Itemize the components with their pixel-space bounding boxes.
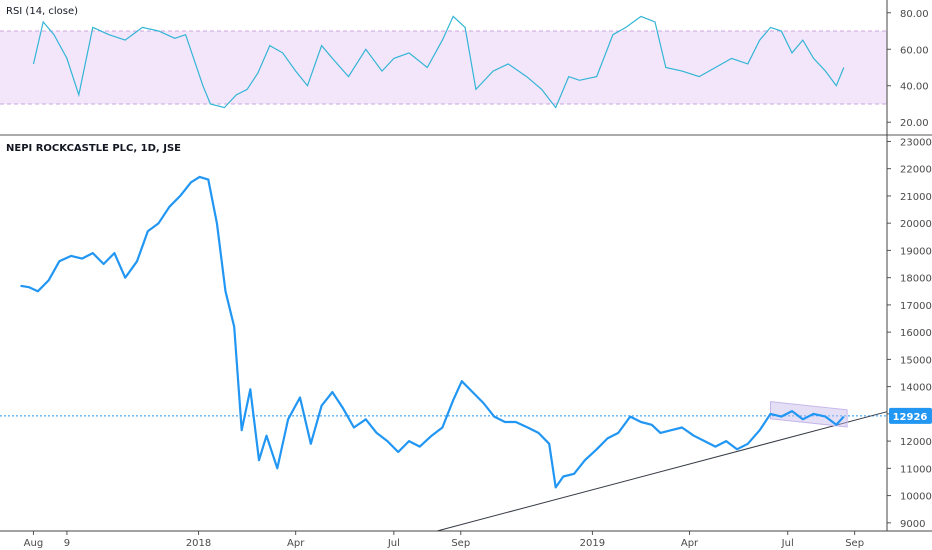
last-price-marker: 12926 — [889, 407, 932, 424]
rsi-y-axis[interactable]: 80.00 60.00 40.00 20.00 — [887, 9, 929, 129]
price-y-axis[interactable]: 23000 22000 21000 20000 19000 18000 17000 16000… — [887, 137, 932, 530]
price-panel-title: NEPI ROCKCASTLE PLC, 1D, JSE — [6, 143, 181, 154]
x-tick-label: 9 — [64, 538, 70, 549]
x-tick-label: 2018 — [186, 538, 211, 549]
price-y-tick-label: 11000 — [900, 464, 932, 475]
price-y-tick-label: 10000 — [900, 492, 932, 503]
rsi-series-line — [32, 15, 845, 109]
price-y-tick-label: 22000 — [900, 165, 932, 176]
x-tick-label: Sep — [845, 538, 864, 549]
x-tick-label: 2019 — [580, 538, 605, 549]
price-y-tick-label: 23000 — [900, 137, 932, 148]
x-tick-label: Apr — [681, 538, 699, 549]
rsi-y-tick-label: 20.00 — [900, 118, 929, 129]
x-tick-label: Sep — [451, 538, 470, 549]
x-tick-label: Aug — [24, 538, 44, 549]
rsi-panel-title: RSI (14, close) — [6, 6, 78, 17]
price-y-tick-label: 16000 — [900, 328, 932, 339]
x-tick-label: Jul — [781, 538, 794, 549]
price-y-tick-label: 19000 — [900, 246, 932, 257]
price-y-tick-label: 18000 — [900, 274, 932, 285]
time-x-axis[interactable]: Aug 9 2018 Apr Jul Sep 2019 Apr Jul Sep — [24, 531, 864, 549]
rsi-line-group — [32, 15, 845, 109]
price-y-tick-label: 15000 — [900, 355, 932, 366]
rsi-y-tick-label: 80.00 — [900, 9, 929, 20]
price-y-tick-label: 9000 — [900, 519, 925, 530]
price-series-line — [20, 175, 845, 489]
last-price-label: 12926 — [893, 412, 928, 423]
price-line-group — [0, 175, 888, 532]
price-y-tick-label: 20000 — [900, 219, 932, 230]
price-y-tick-label: 17000 — [900, 301, 932, 312]
rsi-band — [0, 31, 887, 104]
support-trendline[interactable] — [436, 411, 888, 532]
price-y-tick-label: 14000 — [900, 383, 932, 394]
x-tick-label: Jul — [387, 538, 400, 549]
price-y-tick-label: 12000 — [900, 437, 932, 448]
x-tick-label: Apr — [287, 538, 305, 549]
rsi-y-tick-label: 40.00 — [900, 82, 929, 93]
rsi-y-tick-label: 60.00 — [900, 45, 929, 56]
price-y-tick-label: 21000 — [900, 192, 932, 203]
